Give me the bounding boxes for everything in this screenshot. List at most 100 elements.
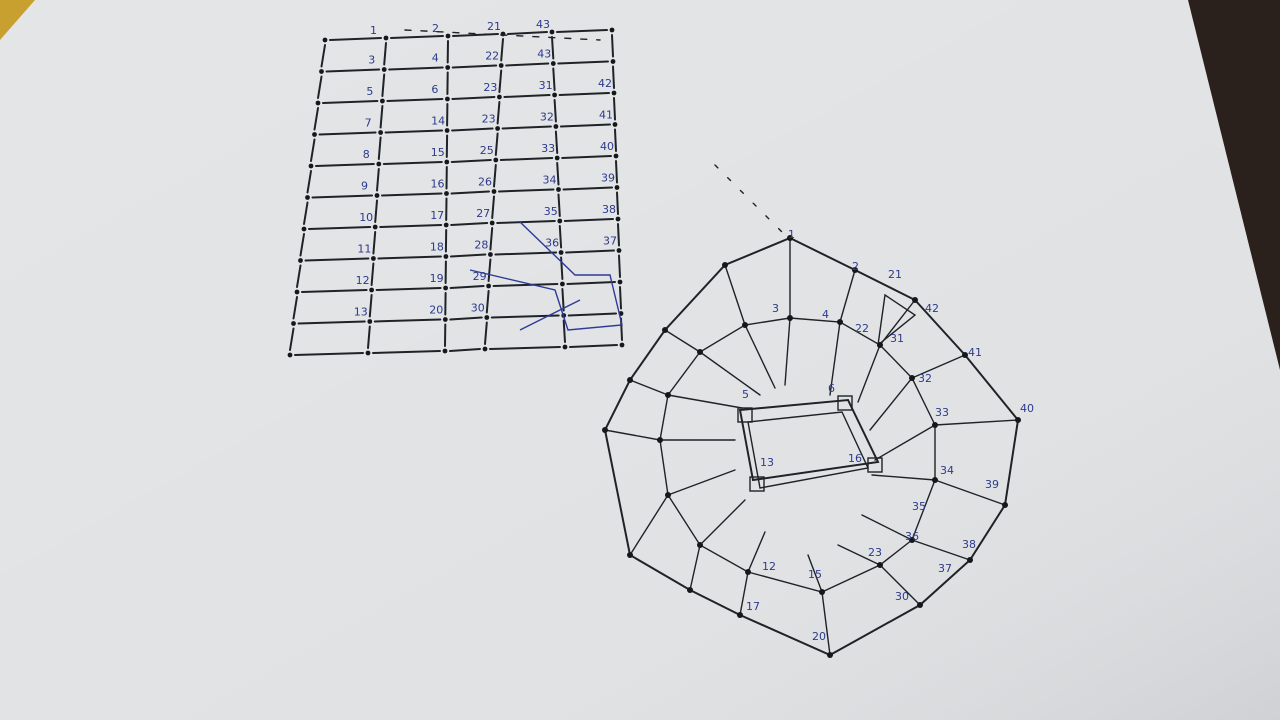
mesh-node	[962, 352, 968, 358]
grid-edge-horizontal	[450, 190, 490, 195]
grid-edge-horizontal	[382, 161, 443, 165]
grid-node	[319, 69, 324, 74]
grid-edge-horizontal	[563, 218, 614, 222]
mesh-node-label: 40	[1020, 402, 1034, 415]
mesh-node-label: 1	[788, 228, 795, 241]
mesh-node	[877, 342, 883, 348]
small-triangle	[877, 293, 917, 347]
mesh-spoke	[829, 321, 841, 396]
mesh-node-label: 13	[760, 456, 774, 469]
mesh-spoke	[934, 479, 1006, 506]
mesh-node	[737, 612, 743, 618]
grid-node-label: 11	[357, 243, 371, 256]
grid-edge-vertical	[498, 69, 503, 93]
grid-edge-vertical	[367, 325, 371, 349]
grid-edge-horizontal	[556, 29, 608, 33]
grid-edge-horizontal	[567, 312, 617, 317]
grid-node	[443, 285, 448, 291]
mesh-spoke	[689, 544, 701, 591]
grid-edge-horizontal	[322, 100, 379, 104]
grid-edge-horizontal	[373, 318, 442, 323]
mesh-spoke	[604, 429, 661, 441]
central-quad	[738, 398, 880, 482]
mesh-spoke	[879, 564, 921, 606]
mesh-node-label: 38	[962, 538, 976, 551]
grid-node	[612, 122, 618, 127]
mesh-node	[852, 267, 858, 273]
mesh-node-label: 4	[822, 308, 829, 321]
grid-edge-horizontal	[379, 224, 443, 228]
mesh-node-label: 12	[762, 560, 776, 573]
grid-edge-horizontal	[561, 155, 612, 159]
grid-edge-horizontal	[386, 98, 444, 102]
mesh-spoke	[871, 474, 936, 481]
grid-node	[383, 35, 389, 41]
grid-node	[617, 279, 623, 285]
grid-edge-horizontal	[449, 348, 481, 352]
grid-edge-horizontal	[496, 220, 556, 224]
grid-edge-horizontal	[449, 316, 483, 321]
grid-edge-horizontal	[507, 31, 548, 35]
grid-node	[298, 258, 303, 263]
mesh-node	[909, 537, 915, 543]
grid-node-label: 43	[536, 18, 550, 31]
grid-node-label: 41	[599, 109, 613, 122]
grid-node-label: 25	[480, 144, 494, 157]
grid-edge-horizontal	[451, 96, 496, 100]
grid-edge-horizontal	[294, 352, 364, 356]
grid-node-label: 13	[354, 306, 368, 319]
grid-edge-horizontal	[505, 62, 550, 67]
mesh-node-label: 17	[746, 600, 760, 613]
mesh-node-label: 2	[852, 260, 859, 273]
grid-edge-vertical	[485, 290, 490, 314]
grid-edge-vertical	[306, 170, 312, 194]
mesh-node-label: 16	[848, 452, 862, 465]
grid-node-label: 33	[541, 142, 555, 155]
grid-node-label: 15	[431, 146, 445, 159]
mesh-spoke	[629, 379, 669, 396]
grid-node	[444, 128, 450, 133]
mesh-spoke	[857, 344, 881, 403]
mesh-node	[1015, 417, 1021, 423]
grid-node	[445, 33, 451, 39]
mesh-spoke	[739, 571, 749, 616]
grid-edge-vertical	[553, 99, 557, 123]
grid-node-label: 23	[482, 113, 496, 126]
grid-node	[550, 61, 556, 66]
grid-node	[369, 287, 374, 293]
mesh-spoke	[837, 544, 881, 566]
grid-node	[444, 191, 449, 196]
yellow-corner-object	[0, 0, 35, 40]
grid-edge-horizontal	[557, 60, 609, 65]
grid-node-label: 37	[603, 235, 617, 248]
mesh-spoke	[879, 299, 916, 346]
grid-node-label: 3	[368, 54, 375, 67]
grid-node-label: 34	[543, 174, 557, 187]
grid-edge-horizontal	[450, 222, 489, 226]
grid-edge-horizontal	[315, 163, 375, 167]
grid-node	[493, 157, 499, 163]
grid-node	[619, 342, 625, 348]
mesh-node-label: 23	[868, 546, 882, 559]
grid-edge-vertical	[558, 225, 563, 249]
grid-edge-vertical	[500, 38, 504, 62]
grid-node-label: 26	[478, 176, 492, 189]
mesh-node	[819, 589, 825, 595]
grid-edge-vertical	[370, 262, 375, 286]
grid-node-label: 10	[359, 211, 373, 224]
mesh-node-label: 3	[772, 302, 779, 315]
dashed-guide	[714, 164, 791, 241]
mesh-node	[877, 562, 883, 568]
grid-edge-horizontal	[492, 283, 559, 287]
grid-node-label: 7	[365, 117, 372, 130]
grid-node	[609, 27, 615, 33]
grid-node-label: 2	[432, 22, 439, 35]
mesh-node-label: 5	[742, 388, 749, 401]
grid-edge-vertical	[494, 132, 499, 156]
grid-edge-vertical	[611, 34, 614, 58]
mesh-node-label: 36	[905, 530, 919, 543]
mesh-spoke	[784, 317, 791, 386]
grid-node-label: 9	[361, 180, 368, 193]
